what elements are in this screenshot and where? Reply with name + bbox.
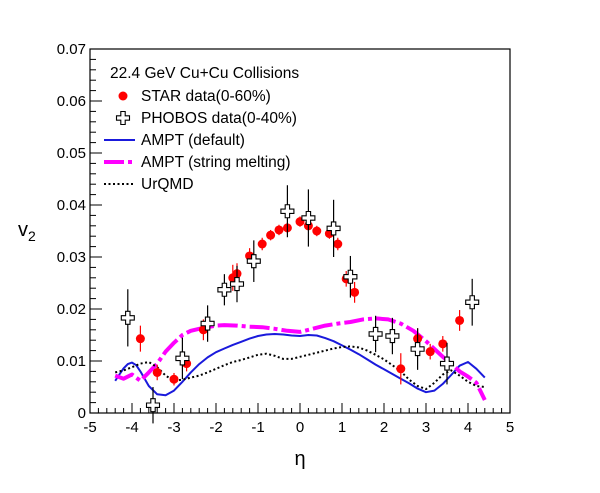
data-point <box>145 398 161 413</box>
y-tick-label: 0.05 <box>57 145 86 162</box>
x-tick-label: -5 <box>83 419 96 436</box>
data-point <box>410 341 425 357</box>
series-line <box>114 333 486 397</box>
data-point <box>350 287 360 297</box>
legend-label: AMPT (string melting) <box>141 154 291 171</box>
data-point <box>200 316 215 331</box>
y-axis-label-subscript: 2 <box>28 228 36 244</box>
legend-label: STAR data(0-60%) <box>141 88 271 105</box>
data-point <box>312 226 322 236</box>
data-point <box>465 295 480 310</box>
data-point <box>385 328 400 344</box>
x-tick-label: 3 <box>422 419 430 436</box>
series-line <box>114 345 485 391</box>
x-tick-label: -2 <box>209 419 222 436</box>
y-tick-label: 0.01 <box>57 353 86 370</box>
data-point <box>438 339 448 349</box>
data-point <box>175 351 190 366</box>
data-point <box>246 254 261 269</box>
data-point <box>266 230 276 240</box>
y-tick-label: 0.02 <box>57 301 86 318</box>
data-point <box>280 204 295 219</box>
data-point <box>274 225 284 235</box>
data-point <box>439 356 455 371</box>
data-point <box>425 347 435 357</box>
data-point <box>257 239 267 249</box>
y-tick-label: 0.03 <box>57 249 86 266</box>
y-axis-label-main: v <box>18 219 28 241</box>
x-tick-label: -3 <box>167 419 180 436</box>
x-tick-label: 0 <box>296 419 304 436</box>
x-tick-label: 2 <box>380 419 388 436</box>
series-layer <box>114 185 487 424</box>
legend-label: AMPT (default) <box>141 132 245 149</box>
y-axis-label: v2 <box>18 219 36 244</box>
data-point <box>217 282 232 297</box>
x-tick-label: -1 <box>251 419 264 436</box>
data-point <box>396 364 406 374</box>
data-point <box>152 367 162 377</box>
data-point <box>343 269 358 284</box>
plot-frame <box>89 48 511 414</box>
x-axis-label: η <box>294 448 305 470</box>
x-tick-label: 5 <box>506 419 514 436</box>
series-line <box>114 316 487 401</box>
legend-header: 22.4 GeV Cu+Cu Collisions <box>110 65 299 82</box>
data-point <box>333 239 343 249</box>
y-tick-label: 0.07 <box>57 41 86 58</box>
legend-label: UrQMD <box>141 176 194 193</box>
axis-layer: -5 -4 -3 -2 -1 0 1 2 3 4 5 0 0.01 0.02 0.03 0.04 0.05 0.0… <box>57 41 514 436</box>
data-point <box>455 315 465 325</box>
legend-label: PHOBOS data(0-40%) <box>141 110 297 127</box>
data-point <box>135 334 145 344</box>
data-point <box>229 276 245 292</box>
x-tick-label: 1 <box>338 419 346 436</box>
data-point <box>326 221 341 236</box>
data-point <box>169 374 179 384</box>
data-point <box>120 310 135 325</box>
data-point <box>368 326 383 342</box>
legend-marker <box>118 91 128 101</box>
legend-marker <box>115 110 131 126</box>
y-tick-label: 0.06 <box>57 93 86 110</box>
data-point <box>301 210 316 226</box>
y-tick-label: 0.04 <box>57 197 86 214</box>
legend: 22.4 GeV Cu+Cu Collisions STAR data(0-60%… <box>104 65 299 193</box>
y-tick-label: 0 <box>78 405 86 422</box>
x-tick-label: -4 <box>125 419 138 436</box>
x-tick-label: 4 <box>464 419 472 436</box>
